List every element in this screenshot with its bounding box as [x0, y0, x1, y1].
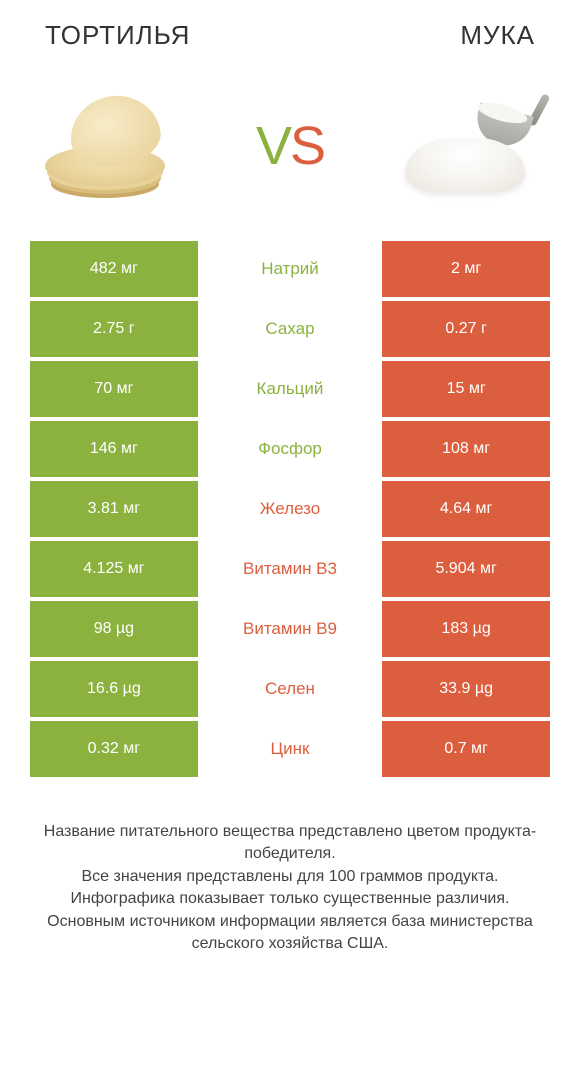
- nutrient-name: Железо: [198, 481, 383, 537]
- nutrition-row: 4.125 мгВитамин B35.904 мг: [30, 541, 550, 597]
- left-value: 482 мг: [30, 241, 198, 297]
- nutrient-name: Сахар: [198, 301, 383, 357]
- footer-note: Название питательного вещества представл…: [0, 781, 580, 955]
- left-value: 4.125 мг: [30, 541, 198, 597]
- nutrition-row: 482 мгНатрий2 мг: [30, 241, 550, 297]
- left-value: 0.32 мг: [30, 721, 198, 777]
- right-value: 0.7 мг: [382, 721, 550, 777]
- footer-line: Инфографика показывает только существенн…: [30, 888, 550, 910]
- nutrition-row: 0.32 мгЦинк0.7 мг: [30, 721, 550, 777]
- left-value: 146 мг: [30, 421, 198, 477]
- right-product-title: МУКА: [460, 20, 535, 51]
- left-value: 16.6 µg: [30, 661, 198, 717]
- right-value: 183 µg: [382, 601, 550, 657]
- nutrition-row: 2.75 гСахар0.27 г: [30, 301, 550, 357]
- nutrient-name: Витамин B3: [198, 541, 383, 597]
- header: ТОРТИЛЬЯ МУКА: [0, 0, 580, 61]
- nutrient-name: Натрий: [198, 241, 383, 297]
- vs-label: VS: [256, 115, 324, 177]
- left-product-title: ТОРТИЛЬЯ: [45, 20, 190, 51]
- nutrient-name: Цинк: [198, 721, 383, 777]
- nutrient-name: Витамин B9: [198, 601, 383, 657]
- nutrition-row: 16.6 µgСелен33.9 µg: [30, 661, 550, 717]
- nutrition-row: 98 µgВитамин B9183 µg: [30, 601, 550, 657]
- nutrient-name: Кальций: [198, 361, 383, 417]
- nutrient-name: Фосфор: [198, 421, 383, 477]
- tortilla-image: [30, 86, 190, 206]
- flour-image: [390, 86, 550, 206]
- nutrient-name: Селен: [198, 661, 383, 717]
- left-value: 70 мг: [30, 361, 198, 417]
- right-value: 2 мг: [382, 241, 550, 297]
- nutrition-row: 3.81 мгЖелезо4.64 мг: [30, 481, 550, 537]
- nutrition-row: 146 мгФосфор108 мг: [30, 421, 550, 477]
- left-value: 2.75 г: [30, 301, 198, 357]
- right-value: 5.904 мг: [382, 541, 550, 597]
- left-value: 3.81 мг: [30, 481, 198, 537]
- left-value: 98 µg: [30, 601, 198, 657]
- images-row: VS: [0, 61, 580, 241]
- nutrition-row: 70 мгКальций15 мг: [30, 361, 550, 417]
- right-value: 15 мг: [382, 361, 550, 417]
- right-value: 4.64 мг: [382, 481, 550, 537]
- right-value: 33.9 µg: [382, 661, 550, 717]
- footer-line: Название питательного вещества представл…: [30, 821, 550, 866]
- footer-line: Основным источником информации является …: [30, 911, 550, 956]
- nutrition-table: 482 мгНатрий2 мг2.75 гСахар0.27 г70 мгКа…: [0, 241, 580, 777]
- vs-letter-v: V: [256, 116, 290, 176]
- right-value: 0.27 г: [382, 301, 550, 357]
- vs-letter-s: S: [290, 116, 324, 176]
- right-value: 108 мг: [382, 421, 550, 477]
- footer-line: Все значения представлены для 100 граммо…: [30, 866, 550, 888]
